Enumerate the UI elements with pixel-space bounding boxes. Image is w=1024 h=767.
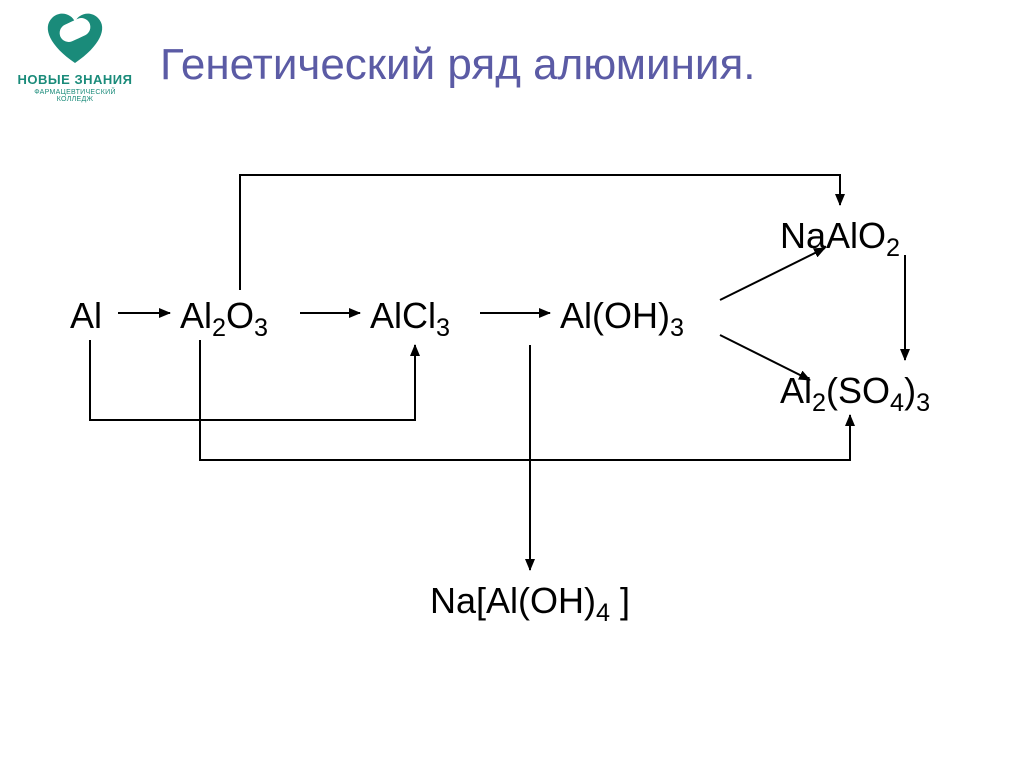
logo-subtitle: ФАРМАЦЕВТИЧЕСКИЙ КОЛЛЕДЖ — [15, 89, 135, 103]
arrow-Al2O3-NaAlO2 — [240, 175, 840, 290]
formula-alcl3: AlCl3 — [370, 295, 450, 337]
page-title: Генетический ряд алюминия. — [160, 40, 756, 90]
arrow-Al2O3-Al2SO43 — [200, 340, 850, 460]
arrow-Al-AlCl3 — [90, 340, 415, 420]
logo: НОВЫЕ ЗНАНИЯ ФАРМАЦЕВТИЧЕСКИЙ КОЛЛЕДЖ — [15, 8, 135, 103]
formula-al2o3: Al2O3 — [180, 295, 268, 337]
formula-naaloh4: Na[Al(OH)4 ] — [430, 580, 630, 622]
formula-naalo2: NaAlO2 — [780, 215, 900, 257]
formula-al: Al — [70, 295, 102, 337]
formula-al2so43: Al2(SO4)3 — [780, 370, 930, 412]
logo-title: НОВЫЕ ЗНАНИЯ — [15, 72, 135, 87]
logo-heart-icon — [40, 8, 110, 68]
formula-aloh3: Al(OH)3 — [560, 295, 684, 337]
